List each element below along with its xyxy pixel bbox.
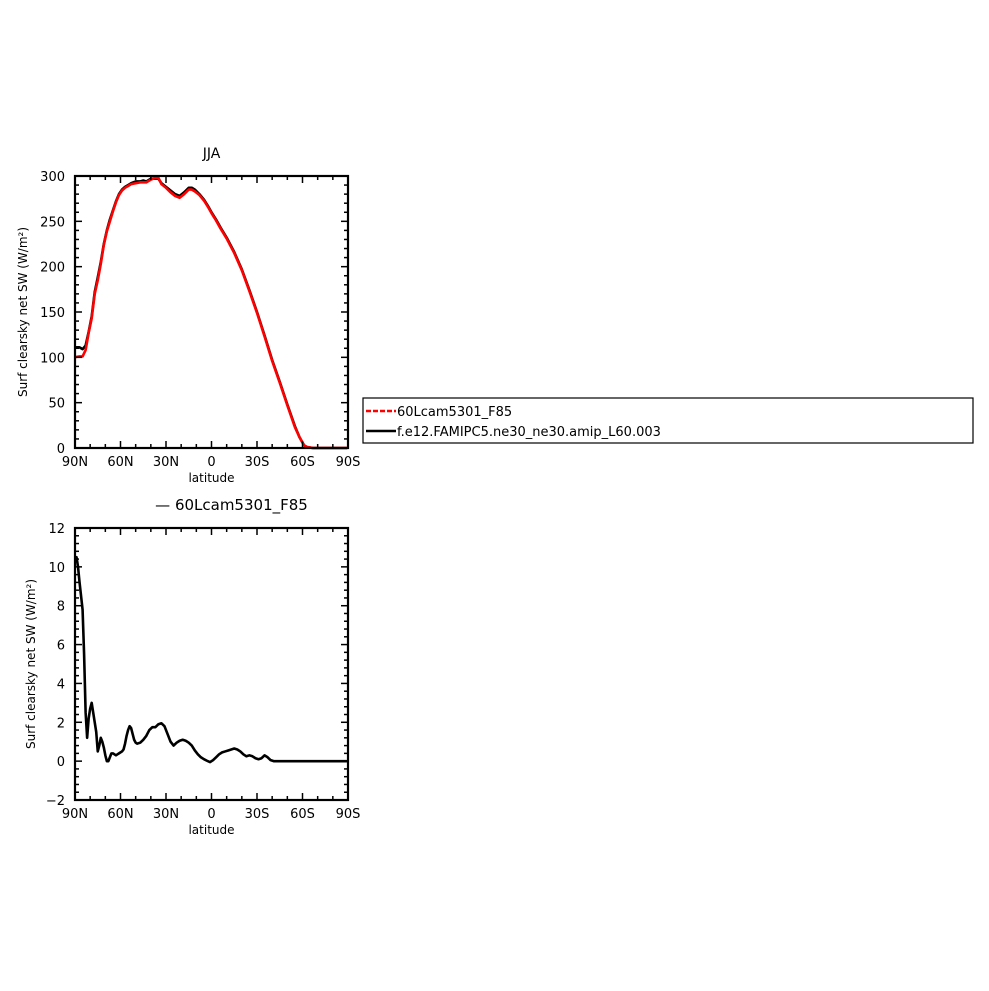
x-tick-label: 90S xyxy=(336,455,361,470)
y-tick-label: 0 xyxy=(57,755,65,770)
legend-box xyxy=(362,397,974,444)
plot-frame xyxy=(73,526,350,802)
x-axis: 90N 60N 30N 0 30S 60S 90S latitude xyxy=(62,176,361,485)
chart-title: JJA xyxy=(202,146,221,162)
series-line-1 xyxy=(75,177,348,450)
legend: 60Lcam5301_F85 f.e12.FAMIPC5.ne30_ne30.am… xyxy=(362,397,974,444)
series-group xyxy=(75,176,348,450)
y-tick-label: 250 xyxy=(40,215,65,230)
x-tick-label: 90N xyxy=(62,807,88,822)
y-axis: −2 0 2 4 6 8 10 12 Surf clearsky net SW (W/m²) xyxy=(24,522,348,809)
x-axis: 90N 60N 30N 0 30S 60S 90S latitude xyxy=(62,528,361,837)
chart-title: — 60Lcam5301_F85 xyxy=(155,496,308,515)
y-tick-label: 50 xyxy=(48,397,65,412)
series-line-2 xyxy=(75,176,348,450)
x-tick-label: 30N xyxy=(153,455,179,470)
y-tick-label: 100 xyxy=(40,351,65,366)
x-tick-label: 60S xyxy=(290,807,315,822)
x-axis-label: latitude xyxy=(188,823,234,837)
legend-entry-1: 60Lcam5301_F85 xyxy=(397,405,512,420)
x-tick-label: 60S xyxy=(290,455,315,470)
y-tick-label: 150 xyxy=(40,306,65,321)
legend-entry-2: f.e12.FAMIPC5.ne30_ne30.amip_L60.003 xyxy=(397,425,661,440)
y-tick-label: 6 xyxy=(57,639,65,654)
x-tick-label: 30S xyxy=(245,807,270,822)
y-tick-label: 4 xyxy=(57,677,65,692)
x-tick-label: 60N xyxy=(107,807,133,822)
y-axis: 0 50 100 150 200 250 300 Surf clearsky net SW (… xyxy=(16,170,348,457)
y-tick-label: 300 xyxy=(40,170,65,185)
y-tick-label: 8 xyxy=(57,600,65,615)
chart-panel-2: — 60Lcam5301_F85 90N 60N 30N 0 30S 60S 90S latit… xyxy=(24,496,360,837)
y-tick-label: 2 xyxy=(57,716,65,731)
y-axis-label: Surf clearsky net SW (W/m²) xyxy=(24,579,38,749)
series-group xyxy=(75,555,348,764)
x-tick-label: 30N xyxy=(153,807,179,822)
y-tick-label: 200 xyxy=(40,261,65,276)
x-tick-label: 90S xyxy=(336,807,361,822)
x-tick-label: 30S xyxy=(245,455,270,470)
y-axis-label: Surf clearsky net SW (W/m²) xyxy=(16,227,30,397)
x-tick-label: 60N xyxy=(107,455,133,470)
plot-frame xyxy=(73,174,350,450)
x-axis-label: latitude xyxy=(188,471,234,485)
x-tick-label: 0 xyxy=(207,807,215,822)
y-tick-label: 12 xyxy=(48,522,65,537)
series-line-1 xyxy=(75,555,348,764)
y-tick-label: −2 xyxy=(46,794,65,809)
y-tick-label: 10 xyxy=(48,561,65,576)
x-tick-label: 0 xyxy=(207,455,215,470)
y-tick-label: 0 xyxy=(57,442,65,457)
x-tick-label: 90N xyxy=(62,455,88,470)
